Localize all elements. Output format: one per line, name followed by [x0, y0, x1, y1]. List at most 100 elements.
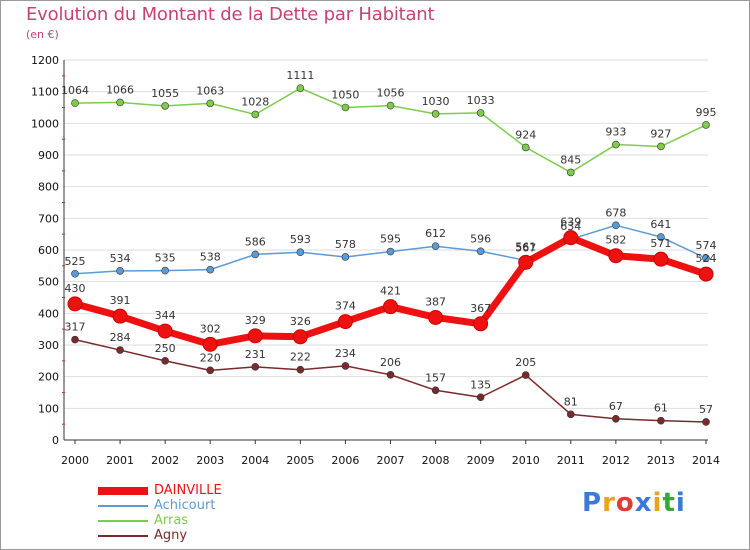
data-point-agny — [296, 365, 305, 374]
data-point-arras — [612, 140, 620, 149]
data-point-agny — [657, 416, 665, 425]
data-label-agny: 157 — [425, 371, 446, 384]
data-point-dainville — [698, 266, 714, 282]
chart-subtitle: (en €) — [26, 28, 59, 41]
data-point-achicourt — [251, 250, 260, 259]
x-tick-label: 2010 — [512, 454, 540, 467]
data-point-agny — [341, 362, 350, 370]
data-label-dainville: 524 — [696, 252, 717, 265]
data-label-achicourt: 612 — [425, 227, 446, 240]
data-label-achicourt: 525 — [65, 255, 86, 268]
data-point-arras — [341, 103, 350, 112]
data-label-arras: 1111 — [286, 69, 314, 82]
data-label-agny: 81 — [564, 395, 578, 408]
legend-swatch — [98, 487, 148, 495]
data-point-arras — [71, 99, 79, 107]
data-label-dainville: 430 — [65, 282, 86, 295]
y-tick-label: 1100 — [31, 86, 59, 99]
data-label-achicourt: 534 — [110, 252, 131, 265]
data-point-agny — [476, 393, 485, 402]
data-label-dainville: 571 — [650, 237, 671, 250]
data-point-agny — [702, 418, 710, 426]
y-tick-label: 900 — [38, 149, 59, 162]
y-tick-label: 0 — [52, 434, 59, 447]
x-tick-label: 2014 — [692, 454, 720, 467]
data-label-agny: 205 — [515, 356, 536, 369]
data-label-achicourt: 595 — [380, 233, 401, 246]
data-point-dainville — [428, 309, 444, 325]
data-point-agny — [521, 371, 530, 379]
data-point-agny — [386, 370, 395, 379]
data-point-dainville — [292, 329, 308, 345]
logo-letter: t — [662, 488, 676, 518]
data-label-dainville: 367 — [470, 302, 491, 315]
data-label-agny: 220 — [200, 351, 221, 364]
data-label-arras: 845 — [560, 153, 581, 166]
legend-label: Achicourt — [154, 498, 216, 513]
data-point-dainville — [157, 323, 173, 339]
data-label-agny: 317 — [65, 321, 86, 334]
data-label-achicourt: 586 — [245, 235, 266, 248]
data-point-agny — [71, 335, 79, 344]
x-tick-label: 2005 — [286, 454, 314, 467]
data-point-arras — [476, 109, 485, 117]
data-label-arras: 1050 — [331, 89, 359, 102]
y-tick-label: 500 — [38, 276, 59, 289]
data-point-dainville — [383, 299, 398, 315]
x-tick-label: 2004 — [241, 454, 269, 467]
logo-letter: P — [582, 488, 603, 518]
logo-letter: x — [634, 488, 653, 518]
data-label-agny: 222 — [290, 351, 311, 364]
legend-swatch — [98, 520, 148, 522]
data-point-agny — [161, 357, 169, 365]
data-label-arras: 1028 — [241, 95, 269, 108]
data-label-achicourt: 567 — [515, 241, 536, 254]
y-tick-label: 100 — [38, 402, 59, 415]
data-label-arras: 1066 — [106, 83, 134, 96]
legend-label: DAINVILLE — [154, 483, 222, 498]
data-point-achicourt — [116, 267, 124, 275]
legend-swatch — [98, 535, 148, 537]
x-tick-label: 2007 — [377, 454, 405, 467]
data-point-achicourt — [657, 233, 665, 241]
data-label-arras: 1063 — [196, 84, 224, 97]
data-point-arras — [521, 143, 530, 152]
data-label-arras: 1055 — [151, 87, 179, 100]
legend-label: Arras — [154, 513, 189, 528]
x-tick-label: 2012 — [602, 454, 630, 467]
data-point-achicourt — [612, 221, 620, 230]
data-point-arras — [431, 110, 440, 118]
data-label-agny: 234 — [335, 347, 356, 360]
x-tick-label: 2002 — [151, 454, 179, 467]
data-point-arras — [657, 142, 665, 151]
data-point-arras — [116, 98, 124, 107]
data-label-arras: 1033 — [467, 94, 495, 107]
data-point-dainville — [518, 254, 534, 270]
data-label-arras: 1064 — [61, 84, 89, 97]
data-point-arras — [206, 99, 215, 108]
y-tick-label: 200 — [38, 371, 59, 384]
data-label-dainville: 387 — [425, 295, 446, 308]
data-point-dainville — [608, 248, 624, 264]
data-point-arras — [566, 168, 575, 177]
data-label-arras: 995 — [696, 106, 717, 119]
data-label-dainville: 302 — [200, 322, 221, 335]
data-point-agny — [251, 363, 260, 371]
data-point-arras — [251, 110, 260, 119]
data-label-agny: 57 — [699, 403, 713, 416]
x-tick-label: 2000 — [61, 454, 89, 467]
data-point-dainville — [202, 336, 218, 352]
data-label-achicourt: 578 — [335, 238, 356, 251]
data-label-achicourt: 634 — [560, 220, 581, 233]
data-label-achicourt: 574 — [696, 239, 717, 252]
chart-title: Evolution du Montant de la Dette par Hab… — [26, 4, 435, 25]
data-label-agny: 284 — [110, 331, 131, 344]
y-tick-label: 1200 — [31, 54, 59, 67]
data-point-dainville — [67, 296, 83, 312]
proxiti-logo: Proxiti — [582, 488, 686, 518]
y-tick-label: 300 — [38, 339, 59, 352]
data-point-agny — [116, 346, 124, 354]
data-point-achicourt — [71, 269, 79, 278]
data-point-achicourt — [296, 248, 305, 257]
